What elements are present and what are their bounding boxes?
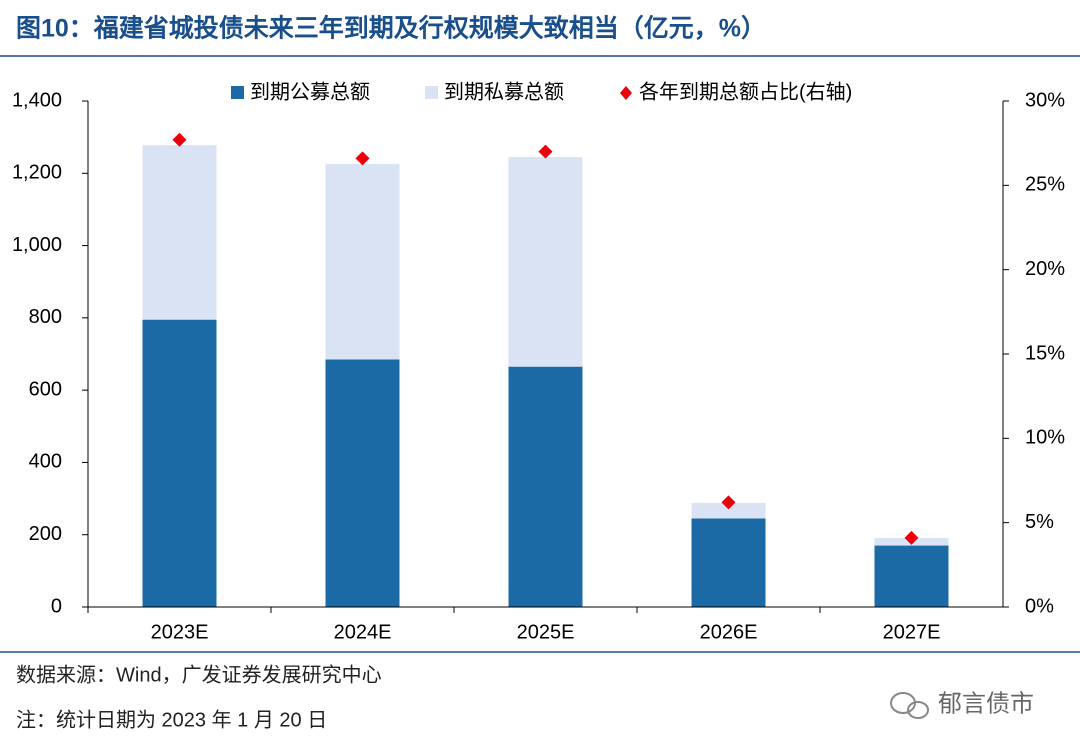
point <box>538 144 553 159</box>
bar <box>691 502 766 519</box>
legend-marker <box>620 86 632 100</box>
y-tick-label: 1,000 <box>12 234 62 256</box>
y2-tick-label: 25% <box>1025 174 1065 196</box>
y2-tick-label: 15% <box>1025 342 1065 364</box>
y-tick-label: 800 <box>29 306 62 328</box>
y2-tick-label: 5% <box>1025 511 1054 533</box>
x-tick-label: 2025E <box>517 621 575 643</box>
bar <box>508 366 583 607</box>
y-tick-label: 0 <box>51 595 62 617</box>
point <box>172 132 187 147</box>
x-tick-label: 2024E <box>334 621 392 643</box>
x-tick-label: 2026E <box>700 621 758 643</box>
bar <box>142 319 217 607</box>
legend-label: 各年到期总额占比(右轴) <box>639 80 852 103</box>
y-tick-label: 200 <box>29 523 62 545</box>
bar <box>874 545 949 607</box>
legend-label: 到期公募总额 <box>250 80 370 103</box>
bar <box>142 145 217 320</box>
legend-marker <box>425 86 438 99</box>
y2-tick-label: 0% <box>1025 595 1054 617</box>
y2-tick-label: 10% <box>1025 427 1065 449</box>
point <box>904 530 919 545</box>
legend-marker <box>231 86 244 99</box>
y2-tick-label: 30% <box>1025 89 1065 111</box>
y-tick-label: 600 <box>29 378 62 400</box>
y-tick-label: 400 <box>29 451 62 473</box>
bar <box>325 163 400 360</box>
bar <box>325 359 400 607</box>
chart-title: 图10：福建省城投债未来三年到期及行权规模大致相当（亿元，%） <box>16 14 766 43</box>
point <box>721 495 736 510</box>
bar <box>508 157 583 367</box>
y-tick-label: 1,200 <box>12 162 62 184</box>
note: 注：统计日期为 2023 年 1 月 20 日 <box>16 708 327 731</box>
legend-label: 到期私募总额 <box>444 80 564 103</box>
x-tick-label: 2027E <box>883 621 941 643</box>
watermark-icon <box>890 692 929 719</box>
watermark: 郁言债市 <box>938 690 1034 717</box>
y2-tick-label: 20% <box>1025 258 1065 280</box>
point <box>355 151 370 166</box>
x-tick-label: 2023E <box>151 621 209 643</box>
source: 数据来源：Wind，广发证券发展研究中心 <box>16 663 382 686</box>
bar <box>691 518 766 607</box>
y-tick-label: 1,400 <box>12 89 62 111</box>
